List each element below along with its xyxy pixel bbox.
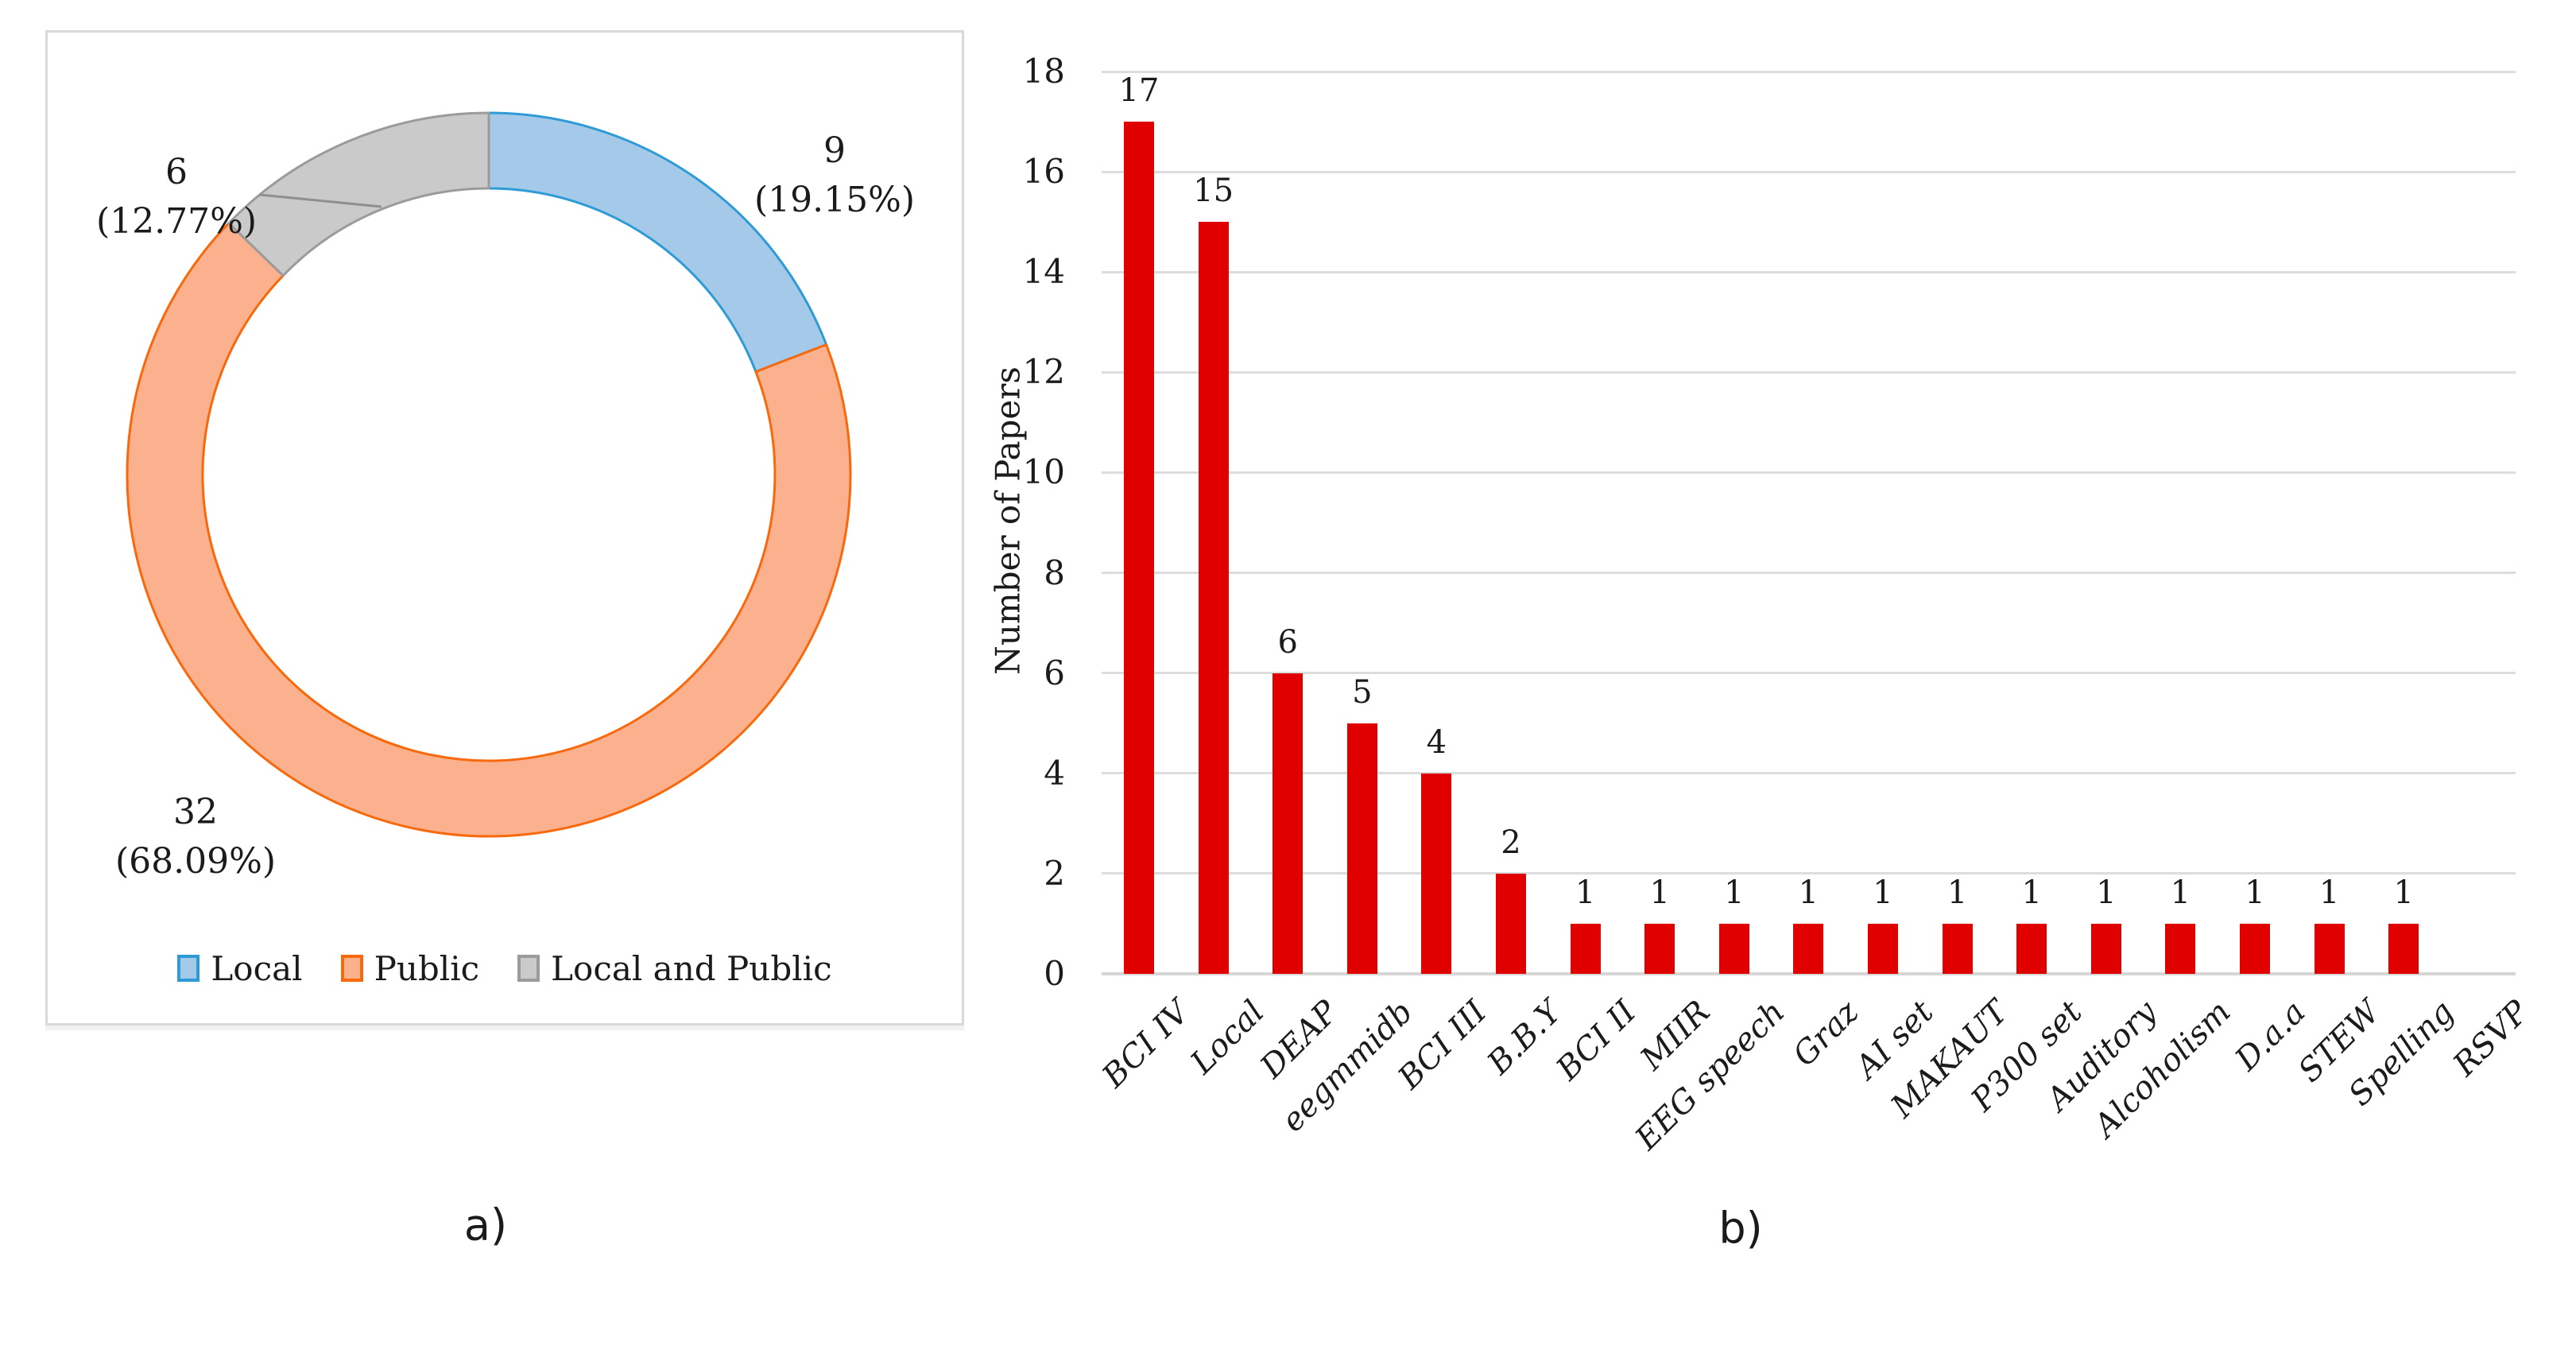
pie-panel: 9 (19.15%) 6 (12.77%) 32 (68.09%) Local …: [45, 30, 964, 1026]
legend-item-local-and-public: Local and Public: [517, 948, 832, 988]
pie-label-value: 9: [823, 130, 846, 171]
gridline: [1102, 572, 2516, 575]
bar-value-label: 1: [2245, 874, 2265, 911]
legend-label: Public: [374, 948, 480, 988]
pie-leader-line: [259, 193, 382, 208]
x-axis-baseline: [1102, 972, 2516, 975]
pie-label-percent: (19.15%): [753, 180, 916, 220]
pie-label-value: 32: [172, 792, 218, 832]
bar: [1421, 773, 1452, 974]
bar-value-label: 1: [1724, 874, 1745, 911]
bar: [1644, 923, 1675, 974]
bar-chart-panel: Number of Papers 0 2 4 6 8 10 12 14 16 18 17 BCI IV…: [988, 52, 2536, 1157]
y-tick-label: 18: [1022, 52, 1065, 91]
bar: [2165, 923, 2196, 974]
bar: [1198, 222, 1229, 974]
legend-label: Local: [211, 948, 303, 988]
donut-chart: [126, 111, 852, 838]
bar-value-label: 2: [1501, 824, 1521, 861]
bar: [1718, 923, 1749, 974]
bar: [1496, 873, 1526, 974]
bar-value-label: 4: [1426, 723, 1447, 761]
pie-data-label-local-and-public: 6 (12.77%): [96, 148, 257, 246]
bar: [1570, 923, 1601, 974]
bar-value-label: 1: [2096, 874, 2117, 911]
legend-item-local: Local: [177, 948, 303, 988]
bar-value-label: 1: [1947, 874, 1968, 911]
pie-label-percent: (68.09%): [114, 841, 277, 882]
gridline: [1102, 772, 2516, 775]
bar: [1868, 923, 1898, 974]
pie-data-label-public: 32 (68.09%): [115, 788, 276, 886]
y-tick-label: 6: [1044, 653, 1065, 692]
legend-swatch-local-and-public: [517, 955, 540, 982]
bar-value-label: 1: [2393, 874, 2414, 911]
donut-slice-local-and-public: [227, 111, 490, 277]
bar: [2240, 923, 2270, 974]
y-axis-title: Number of Papers: [988, 366, 1028, 675]
bar: [1793, 923, 1824, 974]
bar-value-label: 1: [1575, 874, 1596, 911]
bar: [1124, 122, 1154, 974]
bar: [1273, 673, 1303, 974]
pie-label-percent: (12.77%): [95, 201, 258, 242]
legend-item-public: Public: [340, 948, 480, 988]
bar: [2314, 923, 2345, 974]
figure: 9 (19.15%) 6 (12.77%) 32 (68.09%) Local …: [45, 30, 2536, 1254]
y-tick-label: 2: [1044, 853, 1065, 893]
gridline: [1102, 872, 2516, 875]
legend-label: Local and Public: [551, 948, 832, 988]
bar: [2090, 923, 2121, 974]
gridline: [1102, 270, 2516, 273]
y-tick-label: 4: [1044, 753, 1065, 793]
bar-value-label: 1: [1798, 874, 1819, 911]
bar-value-label: 1: [2170, 874, 2191, 911]
gridline: [1102, 370, 2516, 374]
gridline: [1102, 70, 2516, 73]
bar-value-label: 15: [1193, 173, 1234, 210]
bar-value-label: 1: [1873, 874, 1893, 911]
y-tick-label: 8: [1044, 552, 1065, 592]
y-tick-label: 14: [1022, 252, 1065, 292]
legend-swatch-public: [340, 955, 363, 982]
caption-b: b): [1718, 1203, 1763, 1254]
gridline: [1102, 471, 2516, 474]
bar: [1346, 723, 1377, 974]
bar-value-label: 1: [1649, 874, 1670, 911]
bar: [2388, 923, 2419, 974]
pie-legend: Local Public Local and Public: [48, 940, 962, 996]
y-tick-label: 16: [1022, 152, 1065, 192]
bar-value-label: 5: [1352, 673, 1373, 711]
bar-value-label: 1: [2021, 874, 2042, 911]
bar-value-label: 6: [1277, 623, 1298, 661]
bar: [1942, 923, 1973, 974]
donut-slice-public: [126, 222, 852, 838]
caption-a: a): [463, 1200, 508, 1250]
bar-value-label: 1: [2318, 874, 2340, 911]
pie-label-value: 6: [165, 152, 188, 192]
pie-data-label-local: 9 (19.15%): [754, 126, 915, 225]
bar: [2016, 923, 2047, 974]
gridline: [1102, 170, 2516, 173]
bar-value-label: 17: [1118, 72, 1160, 110]
y-tick-label: 10: [1022, 452, 1065, 492]
legend-swatch-local: [177, 955, 200, 982]
gridline: [1102, 672, 2516, 675]
y-tick-label: 0: [1044, 954, 1065, 993]
y-tick-label: 12: [1022, 352, 1065, 392]
